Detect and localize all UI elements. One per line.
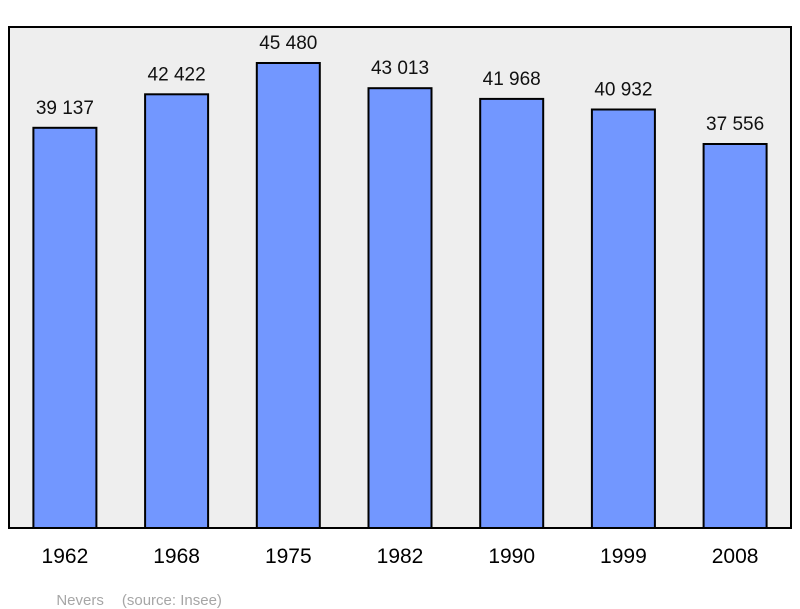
- bar-1975: [255, 62, 321, 529]
- caption-source: (source: Insee): [121, 592, 222, 609]
- value-label-1968: 42 422: [148, 64, 206, 85]
- x-tick-label-2008: 2008: [712, 545, 759, 568]
- value-label-2008: 37 556: [706, 114, 764, 135]
- value-label-1975: 45 480: [259, 33, 317, 54]
- bar-1962: [32, 126, 98, 530]
- x-tick-label-1968: 1968: [153, 545, 200, 568]
- bar-1999: [590, 108, 656, 529]
- value-label-1999: 40 932: [594, 80, 652, 101]
- chart-caption: Nevers (source: Insee): [48, 575, 240, 609]
- x-tick-label-1975: 1975: [265, 545, 312, 568]
- bar-1982: [367, 87, 433, 529]
- x-tick-label-1962: 1962: [42, 545, 89, 568]
- value-label-1982: 43 013: [371, 58, 429, 79]
- x-tick-label-1990: 1990: [488, 545, 535, 568]
- bar-2008: [702, 143, 768, 529]
- bar-1990: [479, 97, 545, 530]
- value-label-1962: 39 137: [36, 98, 94, 119]
- x-tick-label-1982: 1982: [377, 545, 424, 568]
- value-labels-group: 39 137 42 422 45 480 43 013 41 968 40 932 37 5…: [36, 33, 764, 135]
- x-tick-labels-group: 1962 1968 1975 1982 1990 1999 2008: [42, 545, 759, 568]
- bars-group: [32, 62, 768, 530]
- value-label-1990: 41 968: [483, 69, 541, 90]
- caption-place: Nevers: [56, 592, 104, 609]
- bar-1968: [144, 93, 210, 530]
- population-bar-chart: 39 137 42 422 45 480 43 013 41 968 40 932 37 5…: [8, 26, 792, 568]
- x-tick-label-1999: 1999: [600, 545, 647, 568]
